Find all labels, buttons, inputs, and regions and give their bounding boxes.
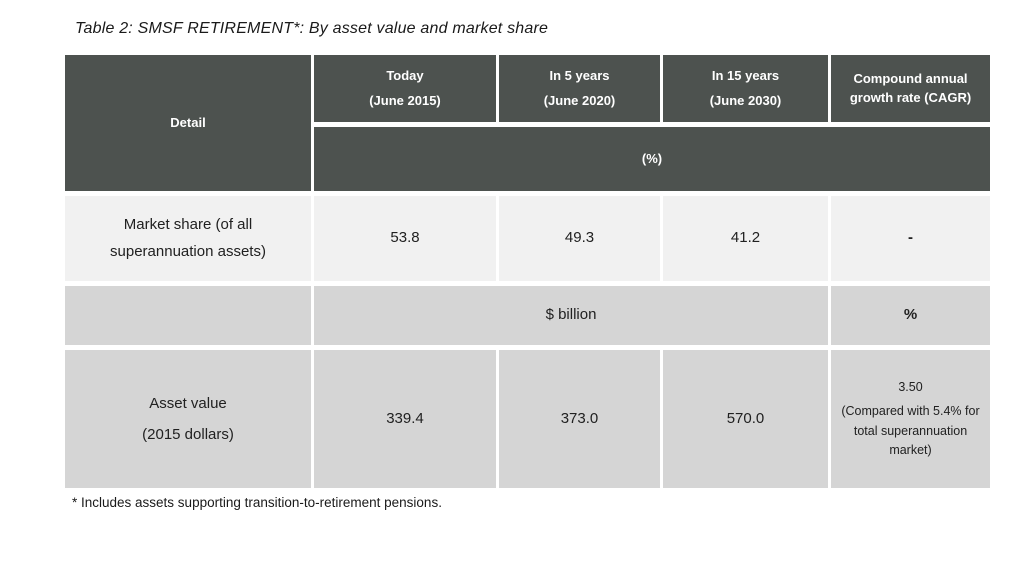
header-today-line2: (June 2015) [369,92,441,108]
header-in5-line2: (June 2020) [543,92,616,108]
asset-value-label-line2: (2015 dollars) [142,426,234,443]
unit-billion-label: $ billion [545,306,597,324]
cell-market-share-cagr: - [831,196,990,281]
cell-market-share-today: 53.8 [314,196,496,281]
header-cell-today: Today (June 2015) [314,55,496,122]
unit-cell-percent: % [831,286,990,345]
unit-band-billion: $ billion [314,286,828,345]
header-detail-label: Detail [170,114,206,130]
market-share-in15-value: 41.2 [730,229,761,247]
asset-value-cagr-value: 3.50 [898,379,923,394]
market-share-today-value: 53.8 [390,229,420,247]
header-cell-cagr: Compound annual growth rate (CAGR) [831,55,990,122]
smsf-retirement-table: Detail Today (June 2015) In 5 years (Jun… [65,55,990,488]
header-in15-line1: In 15 years [711,67,780,83]
cell-market-share-in15years: 41.2 [663,196,828,281]
header-cell-in-5-years: In 5 years (June 2020) [499,55,660,122]
unit-band-percent-label: (%) [641,150,663,166]
table-footnote: * Includes assets supporting transition-… [72,495,442,510]
asset-value-in15-value: 570.0 [726,409,765,427]
cell-units-empty [65,286,311,345]
asset-value-cagr-note: (Compared with 5.4% for total superannua… [841,404,980,457]
asset-value-today-value: 339.4 [386,409,424,427]
market-share-label-line2: superannuation assets) [110,242,266,260]
header-cell-detail: Detail [65,55,311,191]
cell-asset-value-label: Asset value (2015 dollars) [65,350,311,488]
cell-asset-value-cagr: 3.50 (Compared with 5.4% for total super… [831,350,990,488]
header-cell-in-15-years: In 15 years (June 2030) [663,55,828,122]
table-title: Table 2: SMSF RETIREMENT*: By asset valu… [75,20,549,37]
unit-percent-label: % [903,306,918,324]
header-in15-line2: (June 2030) [709,92,782,108]
cell-market-share-in5years: 49.3 [499,196,660,281]
market-share-in5-value: 49.3 [564,229,595,247]
header-cagr-label: Compound annual growth rate (CAGR) [849,70,972,105]
header-in5-line1: In 5 years [549,67,610,83]
cell-market-share-label: Market share (of all superannuation asse… [65,196,311,281]
cell-asset-value-in5years: 373.0 [499,350,660,488]
asset-value-label-line1: Asset value [149,394,227,412]
cell-asset-value-today: 339.4 [314,350,496,488]
asset-value-in5-value: 373.0 [560,409,599,427]
header-today-line1: Today [386,67,424,83]
unit-band-percent: (%) [314,127,990,191]
market-share-label-line1: Market share (of all [123,216,253,234]
cell-asset-value-in15years: 570.0 [663,350,828,488]
market-share-cagr-value: - [908,229,913,247]
